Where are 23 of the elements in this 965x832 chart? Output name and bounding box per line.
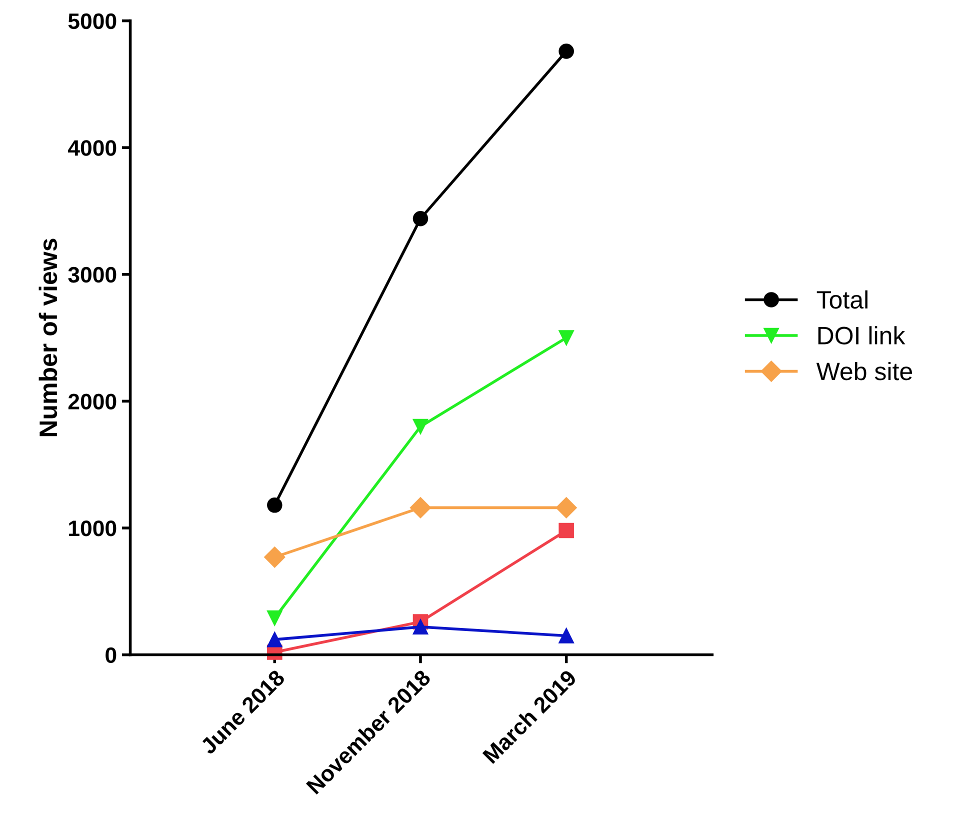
point <box>558 330 574 346</box>
legend-label: Total <box>816 290 868 309</box>
y-tick-label: 3000 <box>68 266 116 283</box>
point <box>267 632 282 648</box>
y-tick-label: 2000 <box>68 394 116 410</box>
point <box>558 628 574 644</box>
point <box>412 418 428 434</box>
point <box>412 210 428 226</box>
y-tick-label: 0 <box>106 647 116 664</box>
point <box>267 610 282 626</box>
y-axis-title: Number of views <box>38 238 58 436</box>
point <box>264 546 286 568</box>
y-tick-label: 4000 <box>68 140 116 156</box>
point <box>558 522 574 538</box>
y-tick-label: 1000 <box>69 520 116 536</box>
y-tick-label: 5000 <box>68 13 116 30</box>
point <box>267 498 282 513</box>
point <box>558 44 574 59</box>
point <box>556 497 577 518</box>
point <box>410 497 432 518</box>
legend-label: Web site <box>816 362 912 380</box>
legend-label: DOI link <box>818 326 906 345</box>
point <box>412 619 428 635</box>
